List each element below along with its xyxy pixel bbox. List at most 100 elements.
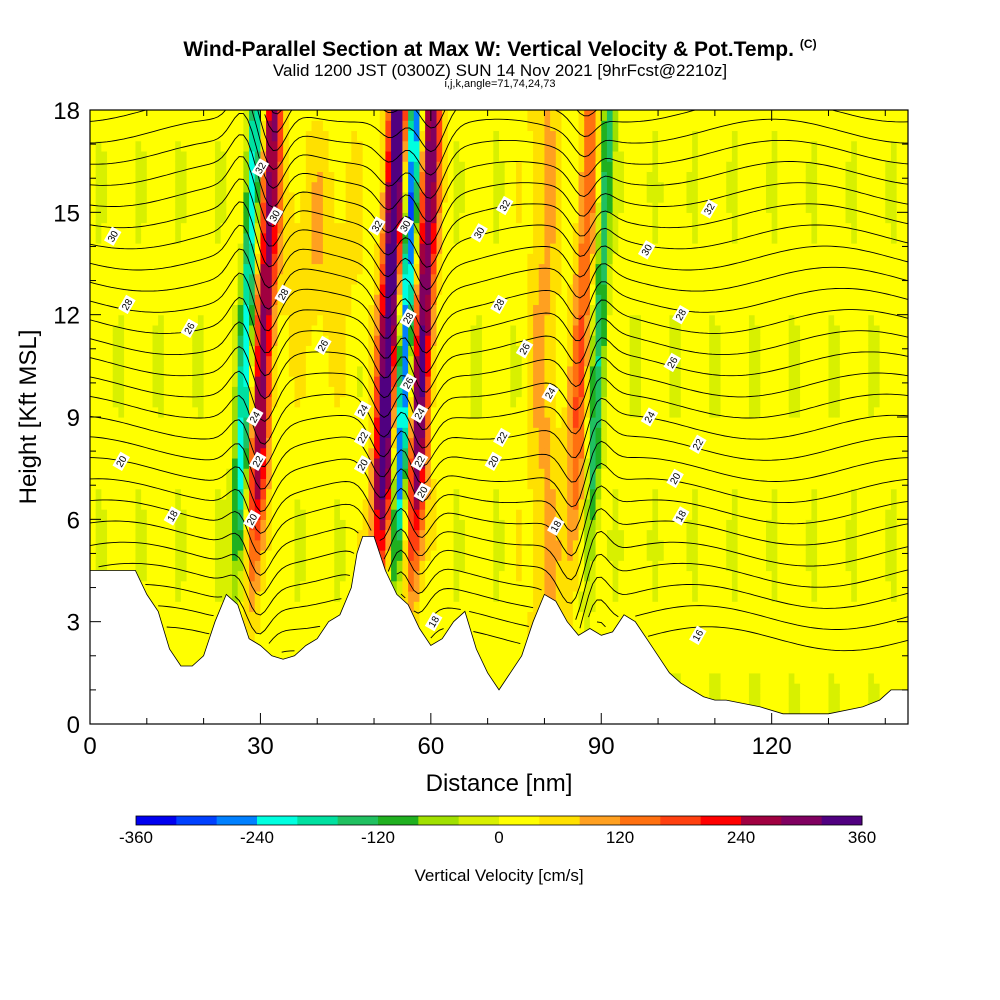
contour-label: 22 — [413, 454, 428, 470]
contour-label-bg — [274, 284, 292, 304]
contour-label: 30 — [472, 225, 487, 241]
theta-contour — [98, 553, 908, 620]
contour-label-bg — [547, 516, 565, 536]
y-tick-label: 9 — [67, 405, 80, 432]
contour-label: 30 — [106, 229, 121, 245]
colorbar-swatch — [378, 816, 419, 825]
contour-label-bg — [163, 506, 182, 526]
contour-label: 22 — [251, 454, 266, 470]
colorbar-swatch — [458, 816, 500, 825]
y-tick-label: 6 — [67, 507, 80, 534]
contour-label: 20 — [245, 512, 260, 528]
contour-label: 30 — [399, 219, 414, 235]
theta-contour — [90, 134, 908, 222]
contour-label-bg — [637, 240, 656, 260]
contour-label: 28 — [120, 297, 135, 313]
colorbar-tick-label: 120 — [606, 828, 634, 847]
theta-contour — [90, 113, 908, 199]
contour-label-bg — [515, 339, 534, 359]
contour-label-bg — [640, 407, 659, 427]
contour-label: 26 — [316, 338, 331, 354]
contour-label: 18 — [427, 614, 442, 630]
contour-label-bg — [118, 294, 136, 315]
contour-label-bg — [396, 216, 415, 236]
contour-label: 32 — [254, 161, 269, 177]
contour-label-bg — [243, 509, 261, 530]
contour-label-bg — [314, 335, 332, 356]
contour-label-bg — [410, 403, 429, 424]
contour-label: 30 — [268, 208, 283, 224]
contour-label: 26 — [401, 375, 416, 391]
contour-label-bg — [493, 427, 511, 448]
colorbar-swatch — [660, 816, 702, 825]
contour-label-bg — [368, 216, 386, 236]
colorbar: -360 -240 -120 0 120 240 360 — [119, 815, 876, 847]
contour-label: 28 — [674, 307, 689, 323]
theta-contour — [90, 377, 908, 449]
theta-contour — [90, 224, 908, 312]
contour-label: 28 — [492, 297, 507, 313]
theta-contour — [90, 485, 908, 557]
contour-label: 28 — [276, 287, 291, 303]
contour-label: 16 — [691, 628, 706, 644]
theta-contour — [90, 356, 908, 431]
theta-contour — [90, 201, 908, 291]
colorbar-tick-label: -120 — [361, 828, 395, 847]
contour-label-bg — [410, 451, 429, 472]
colorbar-swatch — [781, 816, 823, 825]
theta-contour — [90, 110, 908, 153]
y-tick-label: 12 — [53, 303, 80, 330]
colorbar-swatch — [176, 816, 218, 825]
contour-label-bg — [180, 318, 199, 338]
contour-label: 22 — [495, 430, 510, 446]
theta-contour — [158, 599, 908, 644]
contour-label-bg — [490, 294, 508, 315]
contour-label-bg — [248, 451, 267, 472]
theta-contour — [90, 530, 908, 604]
colorbar-swatch — [337, 816, 379, 825]
contour-label-bg — [541, 383, 559, 403]
colorbar-swatch — [136, 816, 177, 825]
contour-label-bg — [353, 400, 372, 420]
theta-contour — [90, 440, 908, 513]
chart-title: Wind-Parallel Section at Max W: Vertical… — [183, 37, 817, 61]
colorbar-swatch — [700, 816, 742, 825]
y-tick-label: 0 — [67, 712, 80, 739]
contour-label-bg — [251, 158, 270, 178]
x-tick-label: 90 — [588, 733, 615, 760]
contour-label-bg — [484, 451, 503, 472]
theta-contour — [90, 296, 908, 374]
y-tick-label: 18 — [53, 98, 80, 125]
colorbar-swatch — [257, 816, 298, 825]
colorbar-swatch — [539, 816, 581, 825]
contour-label-bg — [689, 434, 707, 454]
contour-label: 24 — [643, 410, 658, 426]
contour-label: 20 — [356, 457, 371, 473]
y-tick-label: 15 — [53, 200, 80, 227]
colorbar-swatch — [741, 816, 782, 825]
theta-contour — [90, 508, 908, 581]
colorbar-swatch — [297, 816, 339, 825]
contour-labels: 32 30 28 26 24 22 20 30 28 26 20 18 32 30 28 26 24 22 20 24… — [103, 158, 718, 645]
theta-contour — [90, 318, 908, 393]
contour-label-bg — [399, 373, 417, 393]
theta-contour — [90, 337, 908, 412]
contour-label-bg — [265, 206, 284, 226]
terrain-mask — [89, 536, 909, 725]
contour-label-bg — [424, 611, 443, 632]
contour-label: 26 — [518, 341, 533, 357]
theta-contour — [90, 156, 908, 245]
colorbar-frame — [135, 815, 863, 826]
contour-label: 30 — [640, 242, 655, 258]
contour-label: 24 — [543, 386, 558, 402]
contour-label: 32 — [703, 201, 718, 217]
contour-label-bg — [413, 482, 432, 502]
colorbar-swatch — [620, 816, 661, 825]
y-axis-label: Height [Kft MSL] — [15, 330, 42, 505]
x-axis-label: Distance [nm] — [426, 770, 573, 797]
contour-label-bg — [495, 195, 514, 216]
contour-label-bg — [672, 506, 690, 526]
contour-label: 32 — [370, 219, 385, 235]
colorbar-tick-label: 360 — [848, 828, 876, 847]
